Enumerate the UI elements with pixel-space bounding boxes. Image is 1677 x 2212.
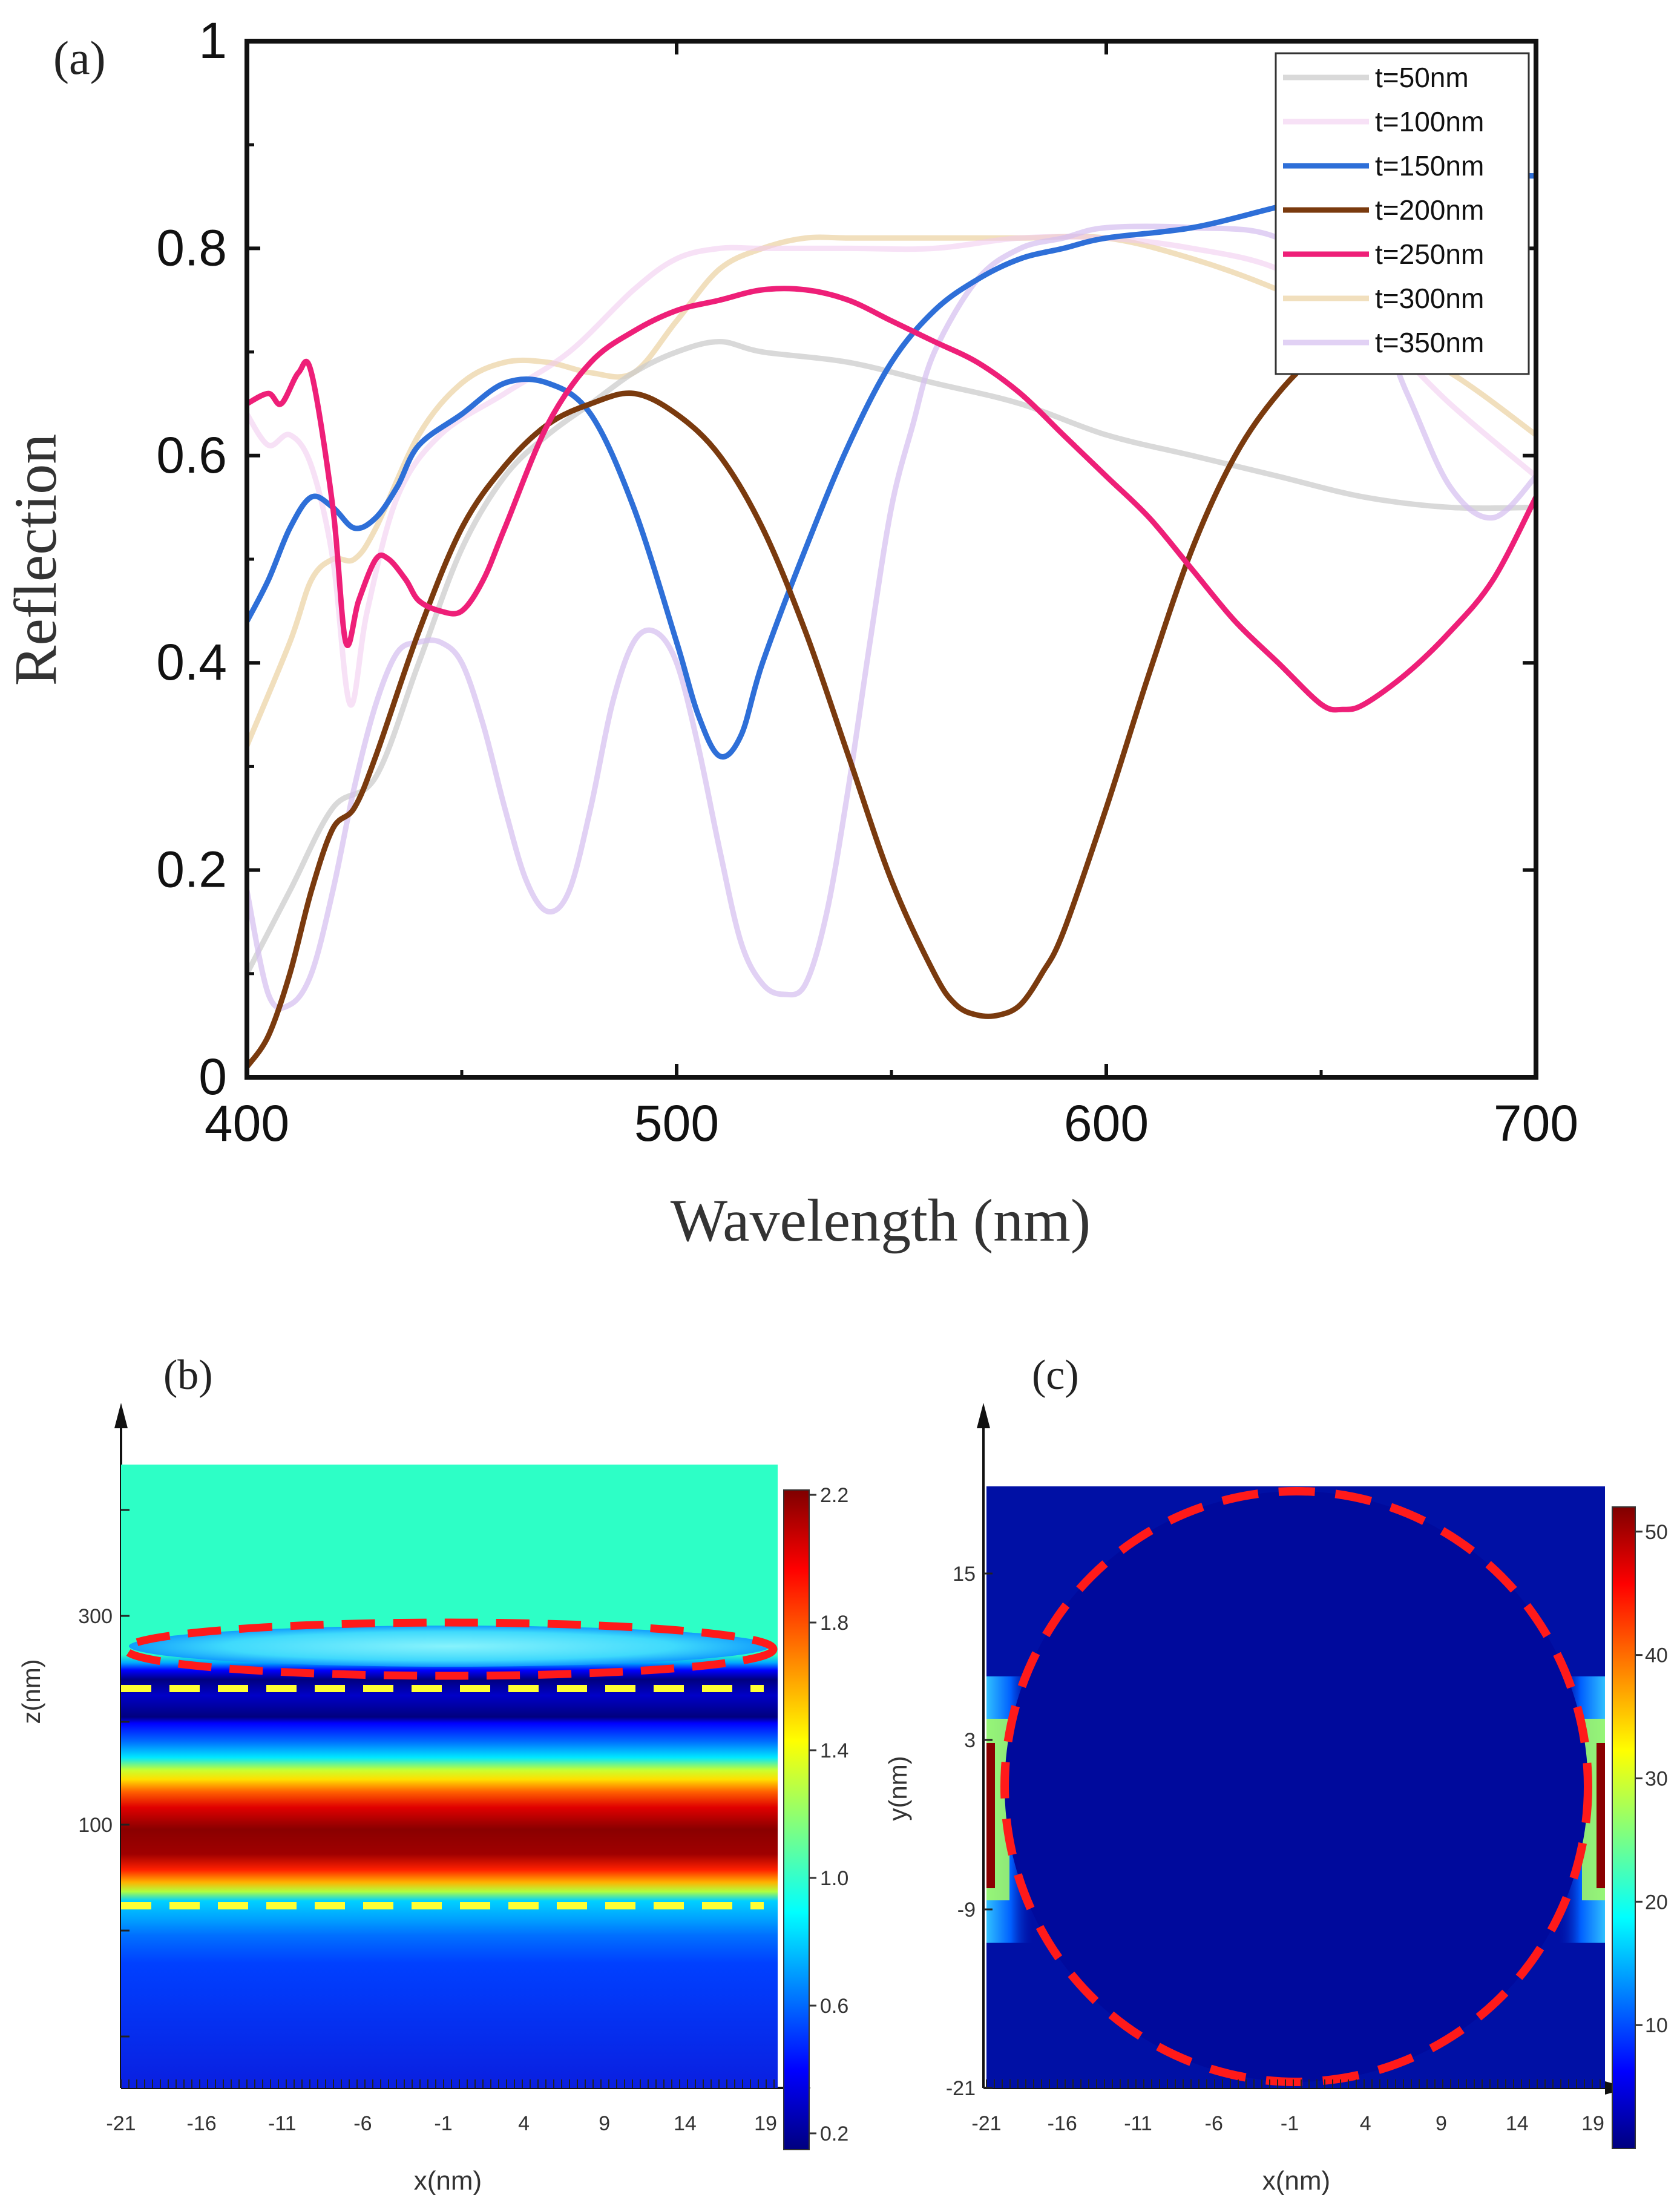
legend-label: t=350nm	[1375, 327, 1484, 358]
x-tick-label-b: -6	[353, 2112, 372, 2135]
colorbar-label-c: 20	[1645, 1891, 1668, 1914]
x-axis-label-c: x(nm)	[1262, 2166, 1330, 2196]
x-tick-label-c: -6	[1205, 2112, 1223, 2135]
x-tick-label-b: 9	[599, 2112, 610, 2135]
hotspot-left-peak	[986, 1743, 995, 1888]
x-tick-label-b: 4	[518, 2112, 530, 2135]
colorbar-label-c: 50	[1645, 1521, 1668, 1544]
panel-label-a: (a)	[53, 31, 106, 84]
colorbar-b	[783, 1489, 810, 2150]
x-tick-label: 600	[1064, 1095, 1149, 1152]
plot-area-a	[247, 172, 1536, 1070]
y-axis-label: Reflection	[2, 434, 69, 686]
x-axis-label: Wavelength (nm)	[671, 1187, 1091, 1254]
x-tick-label-b: -21	[106, 2112, 136, 2135]
y-tick-label: 1	[199, 12, 227, 69]
legend-label: t=250nm	[1375, 238, 1484, 270]
legend: t=50nm t=100nm t=150nm t=200nm t=250nm t=300n…	[1275, 52, 1530, 375]
y-tick-label: 0.4	[156, 634, 227, 691]
x-tick-label-c: 19	[1581, 2112, 1604, 2135]
y-tick-label: 0	[199, 1048, 227, 1105]
colorbar-label-b: 0.6	[820, 1995, 848, 2018]
panel-c: (c) -21 -16 -11 -6 -1 4 9 14 19 15 3 -9 -21 y(nm) x(…	[884, 1352, 1668, 2196]
y-tick-label-c: 15	[953, 1563, 976, 1586]
series-line-t-200nm	[247, 328, 1367, 1070]
z-tick-label: 300	[78, 1605, 113, 1628]
x-tick-label-c: -11	[1124, 2112, 1152, 2135]
panel-label-b: (b)	[163, 1352, 213, 1399]
y-tick-label-c: 3	[964, 1729, 976, 1752]
y-tick-label: 0.8	[156, 219, 227, 276]
series-line-t-100nm	[247, 234, 1536, 708]
x-tick-label: 500	[634, 1095, 719, 1152]
colorbar-c	[1612, 1506, 1636, 2149]
layer-glow-b	[129, 1626, 770, 1667]
series-line-t-250nm	[247, 286, 1536, 713]
z-tick-label: 100	[78, 1814, 113, 1837]
colorbar-label-c: 40	[1645, 1644, 1668, 1667]
heatmap-b	[121, 1465, 778, 2088]
x-tick-label-b: -1	[434, 2112, 452, 2135]
x-tick-label: 400	[205, 1095, 289, 1152]
legend-label: t=200nm	[1375, 194, 1484, 226]
axes-a: 400 500 600 700 0 0.2 0.4 0.6 0.8 1	[156, 12, 1578, 1152]
colorbar-label-b: 1.8	[820, 1612, 848, 1635]
y-axis-label-c: y(nm)	[884, 1756, 912, 1820]
colorbar-label-b: 2.2	[820, 1484, 848, 1507]
colorbar-label-b: 0.2	[820, 2122, 848, 2145]
x-tick-label-b: -11	[268, 2112, 297, 2135]
series-line-t-300nm	[247, 234, 1536, 749]
panel-label-c: (c)	[1032, 1352, 1079, 1399]
colorbar-label-c: 30	[1645, 1767, 1668, 1790]
y-tick-label: 0.6	[156, 427, 227, 484]
colorbar-label-b: 1.0	[820, 1867, 848, 1890]
y-axis-arrow-c	[977, 1403, 990, 1428]
legend-label: t=150nm	[1375, 150, 1484, 182]
legend-box	[1275, 52, 1530, 375]
colorbar-label-c: 10	[1645, 2014, 1668, 2037]
legend-label: t=300nm	[1375, 283, 1484, 314]
x-tick-label-c: -16	[1048, 2112, 1077, 2135]
x-tick-label-c: 4	[1360, 2112, 1371, 2135]
z-axis-label: z(nm)	[17, 1659, 45, 1724]
x-tick-label-c: 14	[1506, 2112, 1529, 2135]
z-axis-arrow	[114, 1403, 128, 1428]
y-tick-label: 0.2	[156, 841, 227, 898]
x-tick-label-b: 19	[754, 2112, 777, 2135]
x-tick-label-c: -21	[971, 2112, 1001, 2135]
x-tick-label-c: 9	[1436, 2112, 1447, 2135]
panel-a: (a) 400 500 600 700 0 0.2 0.4 0.6 0.8 1 Wavelengt…	[2, 12, 1578, 1254]
x-tick-label-c: -1	[1281, 2112, 1299, 2135]
red-dashed-ellipse	[122, 1618, 778, 1680]
red-dashed-circle	[1000, 1487, 1592, 2086]
legend-label: t=100nm	[1375, 106, 1484, 137]
y-tick-label-c: -9	[957, 1899, 976, 1922]
x-tick-label: 700	[1494, 1095, 1578, 1152]
series-line-t-350nm	[247, 223, 1536, 1011]
hotspot-right-peak	[1597, 1743, 1605, 1888]
x-tick-label-b: -16	[187, 2112, 217, 2135]
series-line-t-50nm	[247, 339, 1536, 977]
series-line-t-150nm	[247, 172, 1536, 760]
y-tick-label-c: -21	[946, 2077, 976, 2100]
colorbar-label-b: 1.4	[820, 1739, 848, 1762]
x-axis-label-b: x(nm)	[414, 2166, 482, 2196]
panel-b: (b) -21 -16 -11 -6 -1 4 9 14 19 300 100 z(nm) x(nm…	[17, 1352, 848, 2196]
legend-label: t=50nm	[1375, 62, 1469, 93]
x-tick-label-b: 14	[674, 2112, 697, 2135]
